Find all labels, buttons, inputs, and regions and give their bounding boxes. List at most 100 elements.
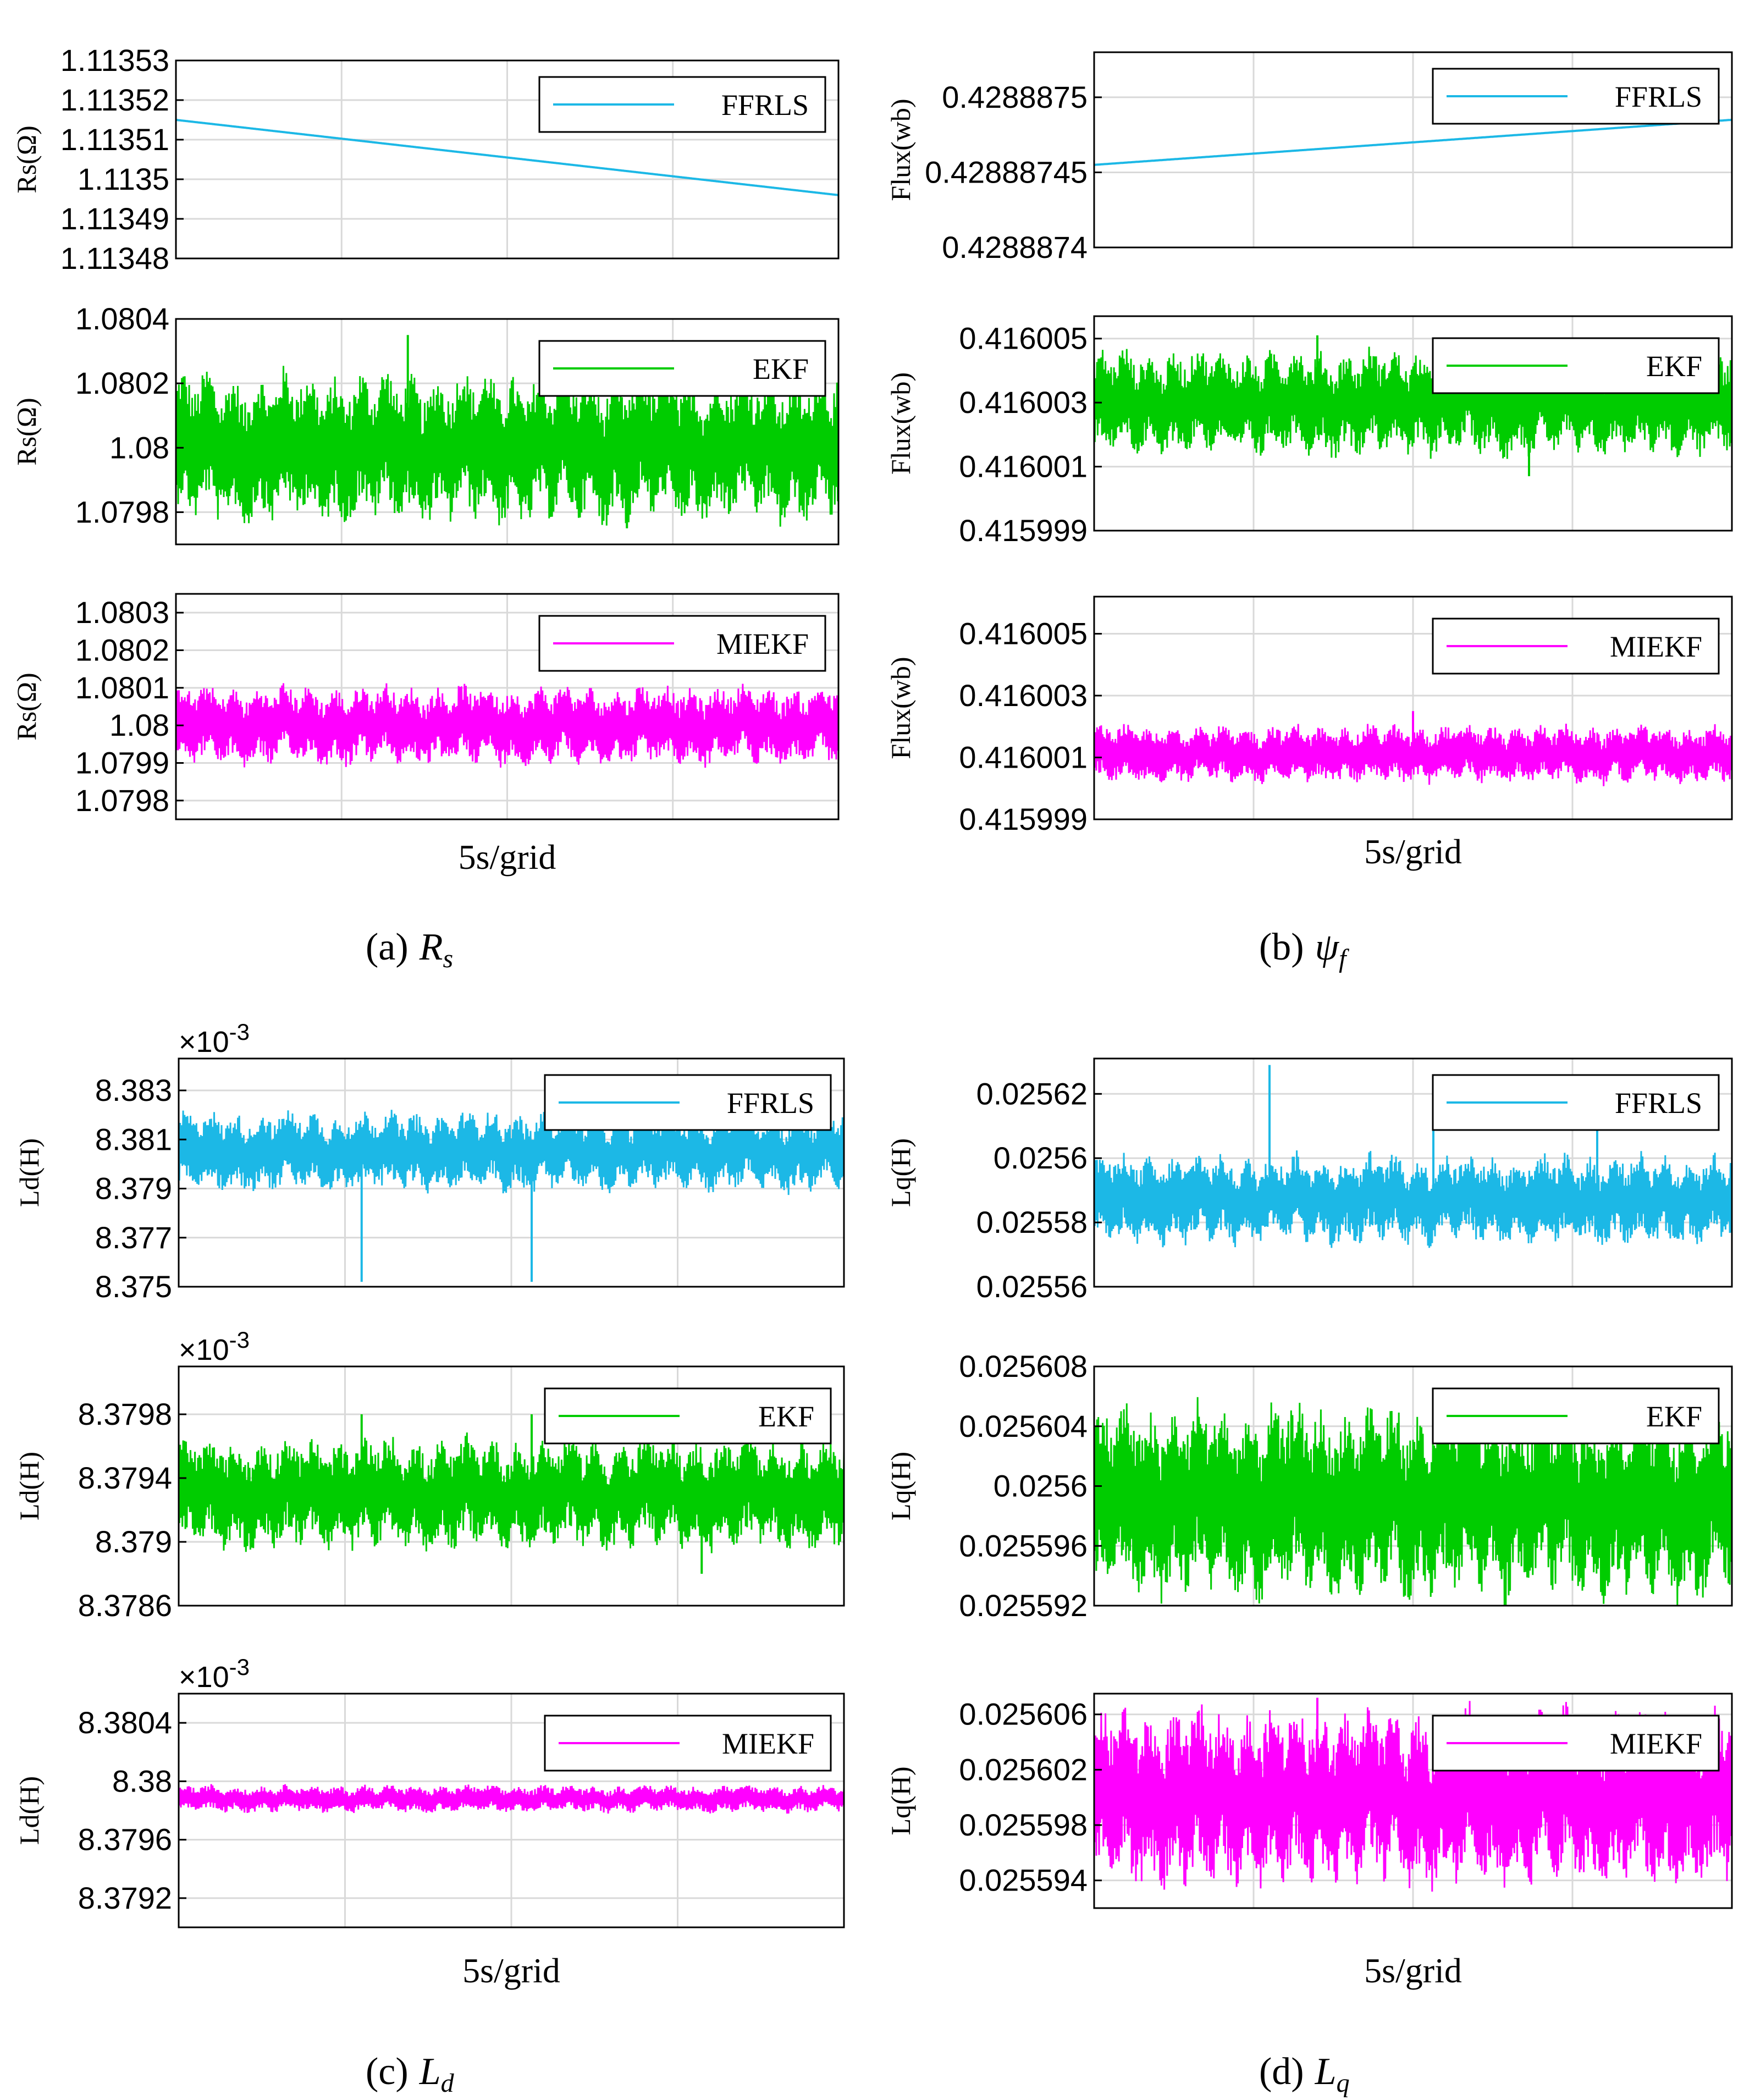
subplot-b-ekf: 0.416005 0.416003 0.416001 0.415999 Flux(wb)… — [885, 315, 1733, 548]
y-tick-label: 0.025604 — [959, 1409, 1088, 1443]
panel-b: 0.4288875 0.42888745 0.4288874 Flux(wb) FFRL… — [885, 51, 1733, 973]
axes-frame — [178, 1693, 845, 1928]
series-line-miekf — [175, 683, 840, 768]
series-line-ekf — [1093, 1397, 1733, 1606]
y-tick-label: 8.3786 — [78, 1588, 172, 1623]
axes-frame — [178, 1365, 845, 1607]
y-tick-label: 0.416001 — [959, 740, 1088, 775]
y-axis-label: Rs(Ω) — [11, 125, 42, 193]
y-multiplier-base: ×10 — [179, 1333, 229, 1366]
y-multiplier: ×10-3 — [179, 1327, 250, 1366]
series-line-ekf — [175, 366, 840, 527]
y-tick-label: 1.0802 — [75, 366, 169, 400]
legend-label: EKF — [758, 1400, 814, 1433]
legend: EKF — [1432, 1387, 1720, 1445]
caption-subscript: f — [1339, 944, 1349, 973]
caption-symbol: L — [1315, 2051, 1337, 2093]
legend-label: FFRLS — [1615, 1087, 1702, 1120]
y-multiplier-exp: -3 — [229, 1327, 250, 1353]
series-line-ffrls — [175, 119, 839, 196]
y-tick-label: 1.08 — [109, 708, 169, 742]
y-tick-label: 1.0798 — [75, 494, 169, 529]
y-axis-label: Flux(wb) — [885, 372, 916, 475]
axes-frame — [1093, 1057, 1733, 1288]
x-axis-label: 5s/grid — [1364, 1951, 1462, 1990]
axes-frame — [178, 1057, 845, 1288]
y-tick-label: 1.1135 — [78, 162, 169, 196]
legend-label: MIEKF — [1610, 1727, 1702, 1760]
subplot-d-ffrls: 0.02562 0.0256 0.02558 0.02556 Lq(H) FFRLS — [885, 1057, 1733, 1304]
x-axis-label: 5s/grid — [459, 837, 556, 877]
panel-caption: (c) Ld — [366, 2051, 455, 2098]
y-tick-label: 0.02556 — [976, 1269, 1088, 1304]
y-tick-label: 0.025602 — [959, 1752, 1088, 1787]
y-axis-label: Flux(wb) — [885, 657, 916, 759]
y-tick-label: 0.02558 — [976, 1205, 1088, 1239]
y-multiplier: ×10-3 — [179, 1654, 250, 1694]
y-tick-label: 0.025594 — [959, 1863, 1088, 1898]
caption-subscript: q — [1337, 2069, 1350, 2098]
y-multiplier-exp: -3 — [229, 1019, 250, 1045]
panel-d: 0.025620.02560.025580.02556Lq(H)FFRLS0.0… — [885, 1057, 1733, 2098]
caption-subscript: s — [443, 944, 453, 973]
y-tick-label: 0.42888745 — [925, 155, 1088, 189]
y-tick-label: 1.0804 — [75, 301, 169, 336]
series-line-ffrls — [1094, 118, 1732, 166]
y-tick-label: 1.11349 — [60, 201, 169, 236]
subplot-c-miekf: 8.3804 8.38 8.3796 8.3792 Ld(H) ×10-3 MIEKF — [14, 1654, 845, 1928]
y-tick-label: 8.3804 — [78, 1705, 172, 1740]
subplot-d-ekf: 0.025608 0.025604 0.0256 0.025596 0.025592 Lq… — [885, 1349, 1733, 1623]
subplot-b-miekf: 0.416005 0.416003 0.416001 0.415999 Flux(wb)… — [885, 596, 1733, 836]
legend: FFRLS — [544, 1074, 832, 1131]
y-tick-label: 0.416005 — [959, 616, 1088, 651]
y-tick-label: 0.0256 — [994, 1140, 1088, 1175]
y-tick-label: 1.0802 — [75, 633, 169, 668]
y-tick-label: 8.381 — [95, 1122, 172, 1156]
y-axis-label: Ld(H) — [14, 1452, 45, 1520]
y-tick-label: 1.11348 — [60, 241, 169, 275]
y-tick-label: 0.4288875 — [942, 80, 1088, 114]
y-multiplier-base: ×10 — [179, 1026, 229, 1059]
y-tick-label: 0.025598 — [959, 1807, 1088, 1842]
series-line-miekf — [1093, 1701, 1733, 1892]
caption-symbol: R — [419, 926, 443, 968]
subplot-a-ffrls: 1.11353 1.11352 1.11351 1.1135 1.11349 1.1134… — [11, 43, 840, 275]
series-line-ffrls — [1093, 1150, 1733, 1248]
legend: MIEKF — [544, 1715, 832, 1772]
legend-label: MIEKF — [1610, 630, 1702, 663]
panel-caption: (d) Lq — [1259, 2051, 1350, 2098]
y-multiplier-exp: -3 — [229, 1654, 250, 1680]
caption-letter: (d) — [1259, 2051, 1304, 2093]
legend-label: FFRLS — [1615, 80, 1702, 113]
y-tick-label: 1.08 — [109, 430, 169, 465]
y-tick-label: 0.415999 — [959, 802, 1088, 836]
legend-label: EKF — [1646, 350, 1702, 383]
axes-frame — [1093, 315, 1733, 532]
y-tick-label: 0.025606 — [959, 1697, 1088, 1732]
subplot-c-ekf: 8.3798 8.3794 8.379 8.3786 Ld(H) ×10-3 EKF — [14, 1327, 845, 1623]
subplot-a-ekf: 1.0804 1.0802 1.08 1.0798 Rs(Ω) EKF — [11, 301, 840, 545]
legend: MIEKF — [1432, 618, 1720, 675]
x-axis-label: 5s/grid — [462, 1951, 560, 1990]
panel-a: 1.11353 1.11352 1.11351 1.1135 1.11349 1.1134… — [11, 43, 840, 973]
y-tick-label: 0.4288874 — [942, 230, 1088, 264]
y-tick-label: 1.11353 — [60, 43, 169, 78]
axes-frame — [175, 59, 840, 260]
y-tick-label: 8.383 — [95, 1073, 172, 1107]
y-tick-label: 8.375 — [95, 1269, 172, 1304]
y-tick-label: 0.02562 — [976, 1076, 1088, 1111]
subplot-b-ffrls: 0.4288875 0.42888745 0.4288874 Flux(wb) FFRL… — [885, 51, 1733, 264]
y-tick-label: 0.025596 — [959, 1528, 1088, 1563]
y-tick-label: 1.11351 — [60, 122, 169, 157]
y-axis-label: Flux(wb) — [885, 98, 916, 201]
caption-symbol: L — [419, 2051, 441, 2093]
subplot-c-ffrls: 8.383 8.381 8.379 8.377 8.375 Ld(H) ×10-3 FFRLS — [14, 1019, 845, 1304]
legend-label: FFRLS — [727, 1087, 814, 1120]
axes-frame — [1093, 596, 1733, 820]
y-tick-label: 8.379 — [95, 1171, 172, 1206]
y-tick-label: 0.416003 — [959, 385, 1088, 420]
axes-frame — [175, 318, 840, 545]
y-tick-label: 0.415999 — [959, 513, 1088, 548]
panel-caption: (b) ψf — [1259, 926, 1349, 973]
